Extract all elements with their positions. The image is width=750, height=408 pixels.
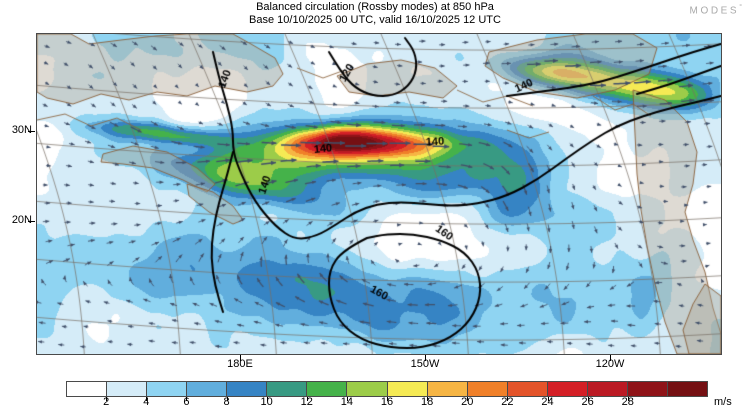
modes-watermark: MODES° [690,4,742,16]
lon-label-150w: 150W [410,358,440,370]
colorbar-label-12: 12 [300,396,313,408]
lat-label-20n: 20N [11,214,32,226]
colorbar-tick-12 [306,397,308,401]
colorbar-tick-14 [346,397,348,401]
colorbar-label-24: 24 [541,396,554,408]
colorbar-cell-6 [306,382,347,396]
colorbar-cell-7 [346,382,387,396]
watermark-text: MODES [689,5,740,17]
colorbar-tick-4 [146,397,148,401]
lat-label-30n: 30N [11,124,32,136]
colorbar-cell-0 [67,382,107,396]
colorbar-label-10: 10 [260,396,273,408]
colorbar-cell-14 [626,382,667,396]
lon-label-120w: 120W [595,358,625,370]
colorbar-cell-10 [466,382,507,396]
colorbar-cell-3 [186,382,227,396]
colorbar-tick-6 [186,397,188,401]
title-line-1: Balanced circulation (Rossby modes) at 8… [256,1,494,13]
colorbar-cell-12 [546,382,587,396]
colorbar-tick-16 [387,397,388,401]
weather-map-canvas [37,34,721,354]
colorbar-tick-22 [507,397,509,401]
colorbar-cell-15 [666,382,707,396]
lon-label-180e: 180E [227,358,253,370]
colorbar-tick-26 [587,397,589,401]
colorbar-cell-8 [386,382,427,396]
watermark-mark: ° [739,4,742,11]
colorbar-cell-9 [426,382,467,396]
colorbar-cell-11 [506,382,547,396]
colorbar-label-26: 26 [581,396,594,408]
lat-tick-20n [28,221,35,222]
colorbar-label-18: 18 [421,396,434,408]
colorbar-label-8: 8 [223,396,230,408]
colorbar-tick-20 [467,397,469,401]
colorbar-label-14: 14 [340,396,353,408]
colorbar-tick-28 [627,397,629,401]
colorbar-label-4: 4 [143,396,150,408]
lon-tick-120w [610,355,611,361]
lon-tick-180e [240,355,241,361]
colorbar-label-20: 20 [461,396,474,408]
colorbar-label-6: 6 [183,396,190,408]
colorbar-cell-13 [586,382,627,396]
colorbar-units-label: m/s [714,396,732,408]
colorbar-label-28: 28 [621,396,634,408]
colorbar-label-22: 22 [501,396,514,408]
colorbar-tick-18 [427,397,429,401]
chart-title: Balanced circulation (Rossby modes) at 8… [0,1,750,27]
colorbar-cell-2 [146,382,187,396]
colorbar-label-2: 2 [103,396,110,408]
colorbar-label-16: 16 [380,396,394,408]
colorbar-tick-10 [266,397,268,401]
title-line-2: Base 10/10/2025 00 UTC, valid 16/10/2025… [249,14,501,26]
colorbar-cell-5 [266,382,307,396]
colorbar-tick-8 [226,397,228,401]
colorbar-cell-1 [106,382,147,396]
colorbar-tick-24 [547,397,549,401]
colorbar-tick-2 [106,397,108,401]
lon-tick-150w [425,355,426,361]
lat-tick-30n [28,131,35,132]
colorbar [66,381,708,397]
colorbar-cell-4 [226,382,267,396]
map-panel [36,33,722,355]
